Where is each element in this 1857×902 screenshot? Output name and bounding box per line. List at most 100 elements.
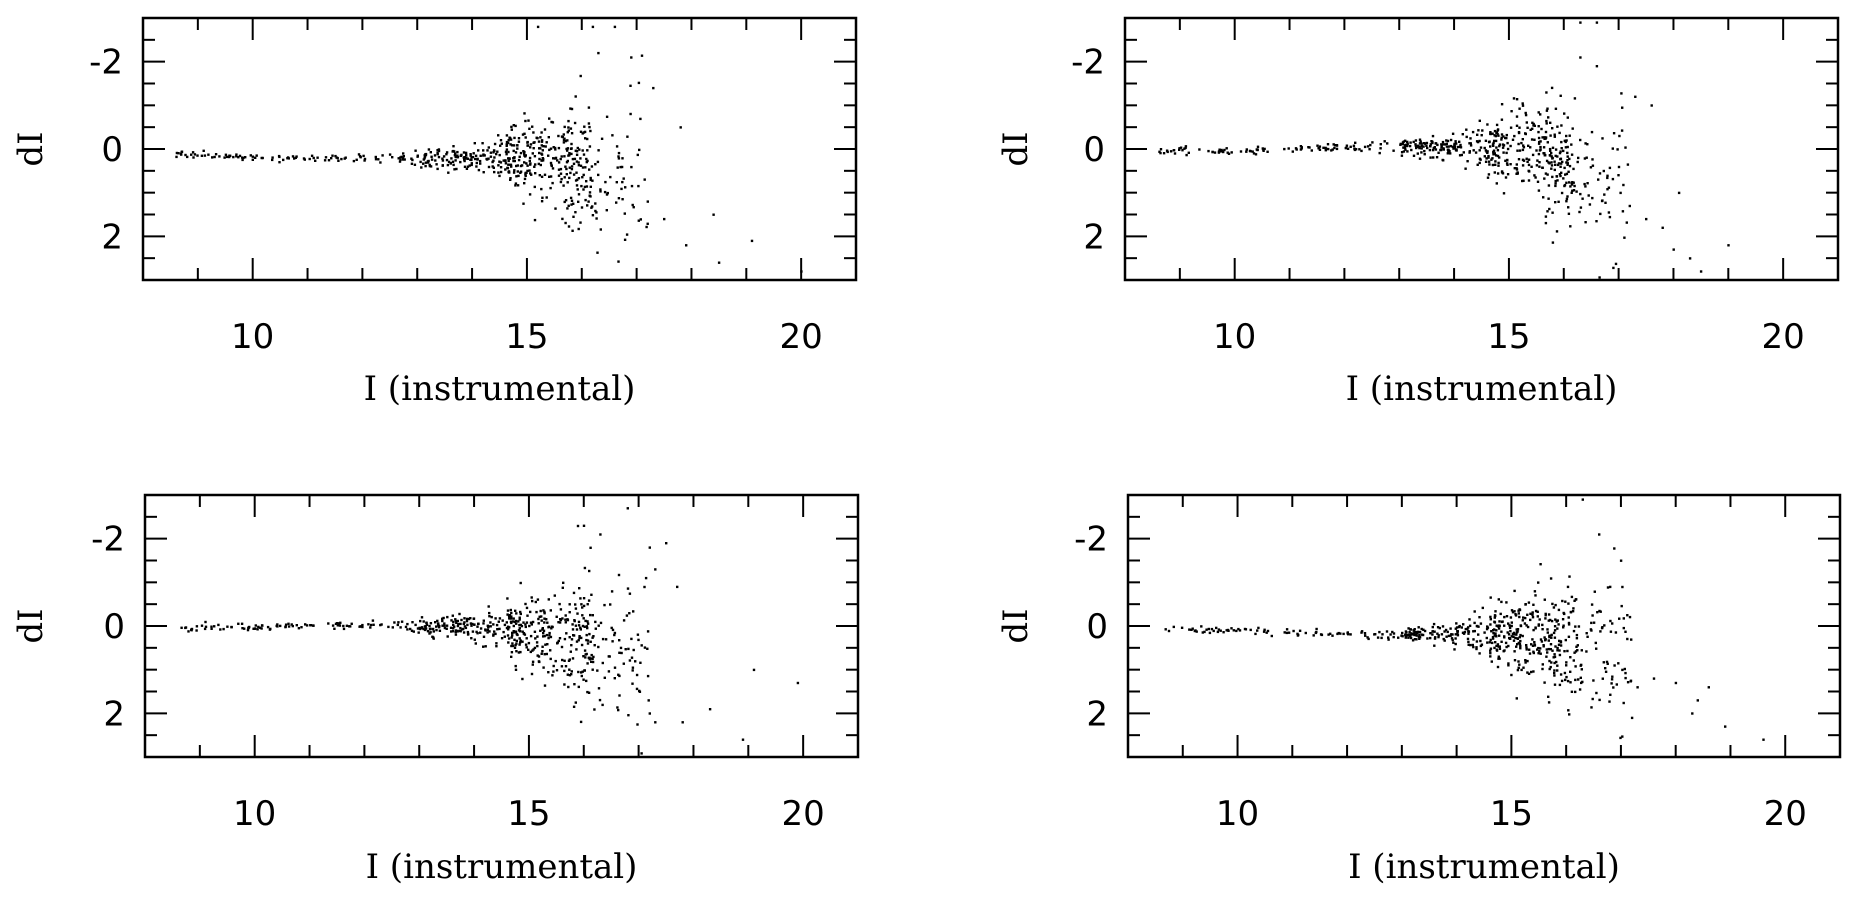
data-point — [473, 142, 476, 145]
data-point — [1606, 586, 1610, 589]
data-point — [1524, 603, 1527, 606]
data-point — [540, 615, 543, 618]
data-point — [529, 610, 532, 614]
data-point — [1626, 614, 1629, 617]
data-point — [570, 152, 573, 156]
data-point — [1579, 664, 1582, 667]
data-point — [544, 643, 547, 646]
data-point — [1413, 638, 1417, 641]
data-point — [417, 631, 420, 634]
data-point — [1285, 628, 1289, 631]
data-point — [1208, 631, 1212, 635]
data-point — [1567, 602, 1570, 605]
data-point — [1459, 143, 1462, 147]
data-point — [537, 622, 540, 625]
data-point — [1548, 207, 1551, 211]
data-point — [1579, 138, 1582, 142]
data-point — [343, 157, 346, 160]
data-point — [1567, 621, 1571, 625]
data-point — [1585, 156, 1588, 159]
data-point — [1595, 691, 1598, 695]
data-point — [509, 620, 513, 623]
y-tick-label: 0 — [1083, 130, 1105, 170]
data-point — [462, 631, 466, 634]
data-point — [557, 174, 561, 177]
data-point — [1219, 629, 1222, 632]
data-point — [601, 703, 604, 707]
data-point — [1533, 644, 1537, 647]
data-point — [597, 624, 600, 627]
data-point — [507, 159, 510, 163]
data-point — [555, 669, 559, 672]
data-point — [1501, 146, 1505, 149]
data-point — [355, 158, 358, 161]
data-point — [1512, 635, 1515, 639]
data-point — [1167, 629, 1171, 633]
data-point — [582, 173, 585, 177]
data-point — [1238, 629, 1242, 632]
data-point — [1478, 139, 1481, 143]
data-point — [452, 623, 455, 627]
data-point — [180, 150, 184, 153]
data-point — [1541, 667, 1544, 671]
data-point — [1537, 189, 1541, 192]
data-point — [1610, 682, 1613, 685]
data-point — [489, 621, 492, 624]
data-point — [222, 627, 225, 631]
data-point — [1437, 151, 1440, 154]
data-point — [1570, 143, 1573, 146]
data-point — [511, 642, 514, 645]
data-point — [1574, 665, 1577, 668]
data-point — [1526, 613, 1529, 616]
data-point — [588, 194, 591, 197]
data-point — [652, 86, 655, 90]
data-point — [1441, 625, 1445, 628]
data-point — [1484, 149, 1488, 152]
data-point — [1468, 151, 1471, 154]
data-point — [1573, 184, 1576, 188]
data-point — [1469, 144, 1473, 147]
data-point — [1517, 142, 1520, 146]
data-point — [512, 149, 515, 153]
data-point — [1252, 152, 1256, 155]
data-point — [505, 134, 509, 137]
data-point — [528, 624, 531, 628]
data-point — [1345, 144, 1349, 147]
data-point — [516, 144, 519, 147]
data-point — [1490, 630, 1493, 633]
data-point — [572, 173, 576, 176]
data-point — [1413, 630, 1417, 634]
data-point — [1539, 647, 1542, 650]
data-point — [1539, 140, 1542, 143]
data-point — [1354, 141, 1357, 144]
data-point — [1566, 585, 1570, 589]
data-point — [636, 723, 639, 726]
data-point — [579, 164, 583, 167]
data-point — [1315, 627, 1318, 631]
data-point — [496, 150, 499, 153]
data-point — [525, 621, 529, 624]
data-point — [1194, 629, 1197, 632]
data-point — [381, 154, 384, 157]
data-point — [1522, 666, 1525, 669]
data-point — [522, 621, 525, 624]
data-point — [1505, 151, 1508, 155]
data-point — [1425, 144, 1428, 147]
plot-frame — [1126, 493, 1842, 759]
data-point — [585, 180, 588, 183]
data-point — [528, 193, 532, 196]
data-point — [1492, 631, 1495, 635]
y-tick-label: 2 — [103, 694, 125, 734]
data-point — [1677, 191, 1681, 195]
data-point — [1540, 127, 1543, 131]
data-point — [423, 154, 426, 157]
data-point — [1414, 139, 1418, 142]
data-point — [411, 621, 414, 624]
data-point — [1576, 644, 1579, 647]
data-point — [541, 157, 544, 160]
data-point — [1565, 675, 1568, 679]
data-point — [337, 159, 340, 162]
data-point — [1525, 121, 1528, 124]
data-point — [1500, 170, 1504, 173]
data-point — [1595, 220, 1598, 223]
